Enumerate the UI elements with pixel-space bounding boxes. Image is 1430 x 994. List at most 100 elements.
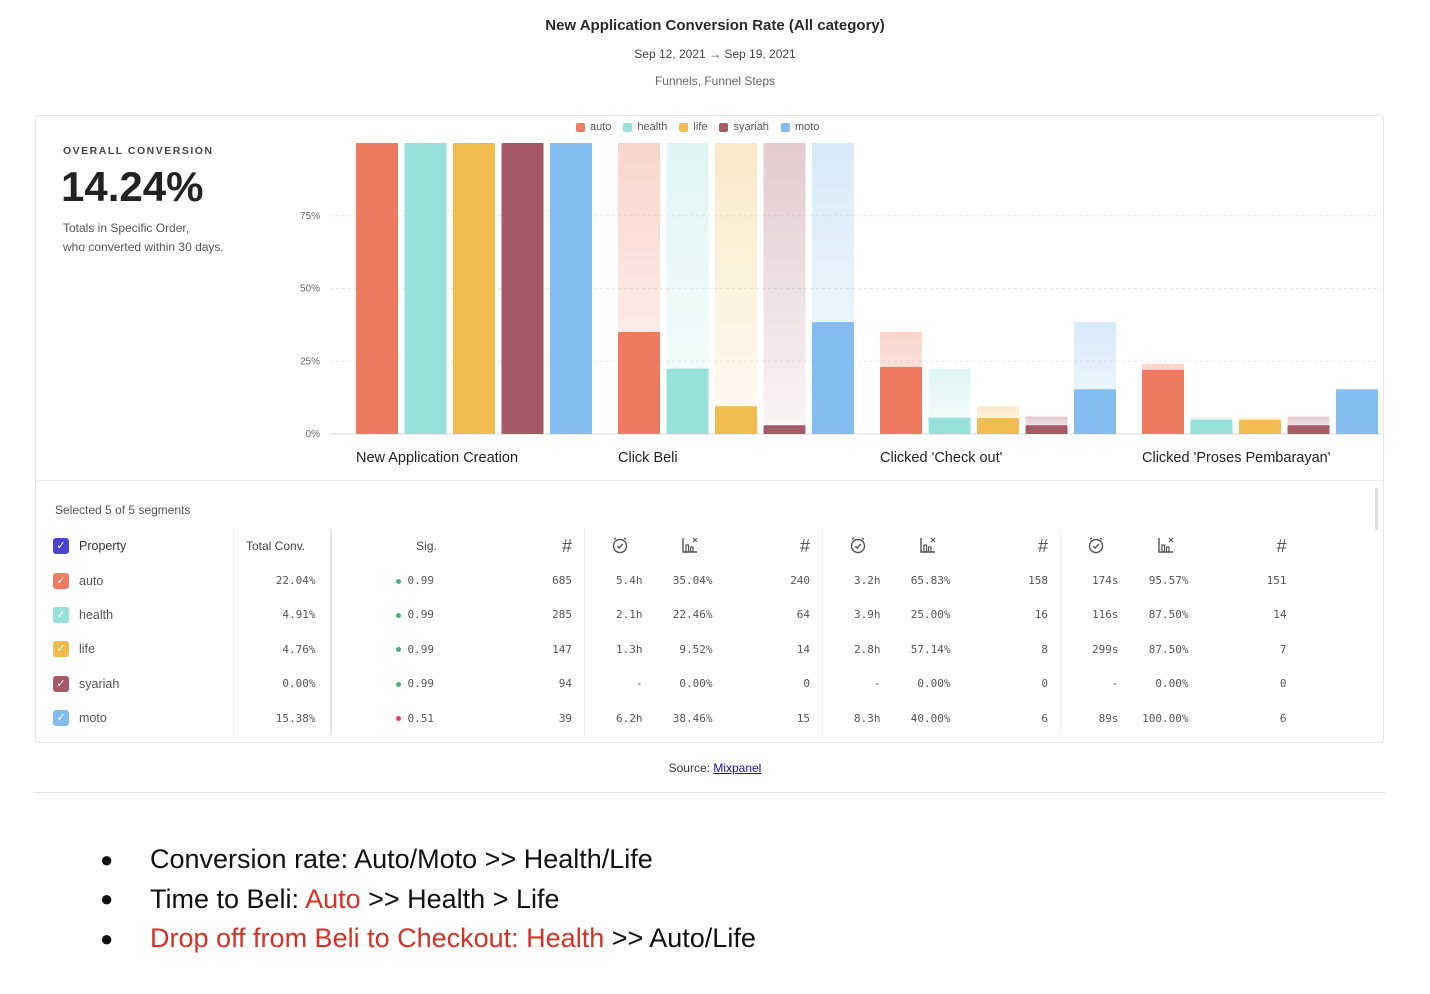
table-cell: ✓ health: [53, 598, 234, 632]
funnel-card: OVERALL CONVERSION 14.24% Totals in Spec…: [35, 115, 1384, 743]
select-all-checkbox[interactable]: ✓: [53, 538, 69, 555]
note-text: Time to Beli: Auto >> Health > Life: [150, 884, 560, 915]
step2-count-header[interactable]: #: [725, 529, 823, 563]
category-label: Clicked 'Proses Pembarayan': [1142, 450, 1331, 466]
bar-syariah: [501, 143, 544, 434]
segment-checkbox[interactable]: ✓: [53, 572, 69, 589]
sig-value: 0.99: [407, 642, 435, 656]
table-cell: -: [1060, 666, 1131, 701]
table-row[interactable]: ✓ health 4.91% 0.99 285 2.1h 22.46% 64 3.9h 25.00…: [53, 597, 1289, 633]
table-row[interactable]: ✓ syariah 0.00% 0.99 94 - 0.00% 0 - 0.00% 0 - 0.00% 0: [53, 666, 1289, 701]
step1-count-header[interactable]: #: [522, 529, 585, 563]
date-range[interactable]: Sep 12, 2021 → Sep 19, 2021: [634, 47, 796, 61]
table-cell: -: [584, 666, 655, 701]
dropoff-bar-health: [928, 368, 971, 434]
table-cell: 147: [522, 632, 585, 666]
table-row[interactable]: ✓ auto 22.04% 0.99 685 5.4h 35.04% 240 3.2h 65.83…: [53, 563, 1289, 598]
legend-item-auto[interactable]: auto: [576, 121, 611, 133]
sig-value: 0.51: [407, 711, 435, 725]
step4-time: 174s: [1092, 574, 1119, 588]
table-cell: 7: [1201, 632, 1289, 666]
step3-conv-header[interactable]: [893, 529, 963, 563]
table-cell: 39: [522, 701, 585, 735]
step2-time: 1.3h: [616, 642, 643, 656]
legend-item-life[interactable]: life: [679, 121, 707, 133]
chart-legend: auto health life syariah moto: [576, 121, 819, 133]
step3-time: 2.8h: [854, 642, 881, 656]
bar-auto: [880, 366, 922, 434]
mixpanel-link[interactable]: Mixpanel: [713, 761, 762, 775]
property-header[interactable]: ✓ Property: [53, 529, 234, 563]
segment-name: health: [79, 607, 114, 622]
table-cell: 0.00%: [655, 667, 725, 701]
step3-conv: 57.14%: [910, 642, 951, 656]
table-cell: 95.57%: [1131, 563, 1201, 597]
legend-item-health[interactable]: health: [623, 121, 667, 133]
segment-checkbox[interactable]: ✓: [53, 710, 69, 727]
table-row[interactable]: ✓ moto 15.38% 0.51 39 6.2h 38.46% 15 8.3h 40.00% 6…: [53, 700, 1289, 736]
sig-value: 0.99: [407, 574, 435, 588]
table-cell: 116s: [1060, 597, 1131, 633]
total-conv-value: 4.76%: [282, 642, 316, 656]
step2-time-header[interactable]: [584, 529, 655, 564]
step4-time-header[interactable]: [1060, 529, 1131, 564]
segment-name: auto: [79, 573, 104, 588]
legend-label: syariah: [733, 121, 769, 133]
table-cell: 100.00%: [1131, 701, 1201, 735]
y-tick-label: 50%: [300, 284, 320, 295]
segment-checkbox[interactable]: ✓: [53, 675, 69, 692]
step3-conv: 0.00%: [917, 677, 951, 691]
step4-count: 6: [1279, 711, 1287, 725]
step2-hash-icon: #: [799, 535, 810, 556]
step4-count-header[interactable]: #: [1201, 529, 1289, 563]
table-cell: 9.52%: [655, 632, 725, 666]
step4-count: 7: [1279, 642, 1287, 656]
table-cell: 87.50%: [1131, 632, 1201, 666]
total-conv-header-label: Total Conv.: [246, 539, 306, 554]
table-cell: 285: [522, 598, 585, 632]
step3-count: 8: [1041, 642, 1048, 656]
legend-item-syariah[interactable]: syariah: [719, 121, 769, 133]
step2-time: -: [635, 677, 643, 691]
conversion-chart-icon: [1157, 536, 1175, 557]
note-fragment: Time to Beli:: [150, 883, 306, 914]
segment-checkbox[interactable]: ✓: [53, 606, 69, 623]
step2-conv-header[interactable]: [655, 529, 725, 563]
clock-check-icon: [849, 536, 867, 557]
legend-label: life: [693, 121, 708, 133]
step4-conv-header[interactable]: [1131, 529, 1201, 563]
table-cell: 158: [963, 563, 1061, 597]
table-cell: 0.99: [329, 666, 522, 701]
overall-conversion-value: 14.24%: [61, 163, 204, 210]
step3-time-header[interactable]: [822, 529, 893, 564]
table-cell: 6: [1201, 701, 1289, 735]
table-row[interactable]: ✓ life 4.76% 0.99 147 1.3h 9.52% 14 2.8h 57.14% 8 2…: [53, 632, 1289, 667]
table-cell: 0.99: [329, 563, 522, 598]
legend-item-moto[interactable]: moto: [780, 121, 819, 133]
table-cell: 240: [725, 563, 823, 597]
sig-header[interactable]: Sig.: [329, 529, 522, 564]
table-cell: ✓ moto: [53, 701, 234, 735]
step1-count: 685: [552, 574, 572, 588]
bar-syariah: [1287, 425, 1330, 434]
step3-count-header[interactable]: #: [963, 529, 1061, 563]
bullet-icon: ●: [100, 846, 114, 872]
note-item: ● Drop off from Beli to Checkout: Health …: [100, 919, 756, 959]
footer-divider: [34, 792, 1386, 793]
dropoff-bar-life: [715, 143, 757, 434]
y-tick-label: 25%: [300, 356, 320, 367]
notes-list: ● Conversion rate: Auto/Moto >> Health/Li…: [100, 840, 756, 959]
table-cell: 2.8h: [822, 632, 893, 667]
note-fragment: Conversion rate: Auto/Moto >> Health/Lif…: [150, 844, 653, 875]
sig-value: 0.99: [407, 608, 435, 622]
table-scrollbar[interactable]: [1375, 488, 1378, 530]
segment-checkbox[interactable]: ✓: [53, 641, 69, 658]
total-conv-header[interactable]: Total Conv.: [233, 529, 331, 564]
bar-life: [1239, 420, 1281, 434]
note-text: Conversion rate: Auto/Moto >> Health/Lif…: [150, 844, 653, 875]
bullet-icon: ●: [100, 886, 114, 912]
note-text: Drop off from Beli to Checkout: Health >…: [150, 923, 756, 954]
step3-count: 6: [1041, 711, 1048, 725]
table-cell: 3.9h: [822, 597, 893, 633]
step3-count: 0: [1041, 677, 1048, 691]
